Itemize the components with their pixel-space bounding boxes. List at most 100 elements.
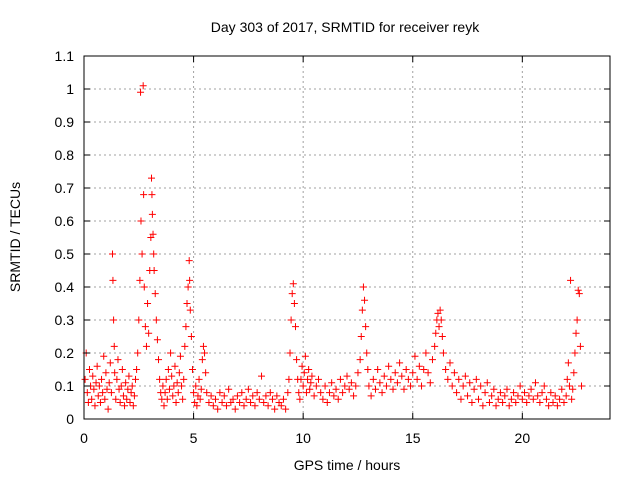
- data-point: [282, 405, 290, 413]
- data-point: [494, 395, 502, 403]
- data-point: [155, 356, 163, 364]
- data-point: [302, 389, 310, 397]
- data-point: [225, 385, 233, 393]
- data-point: [488, 392, 496, 400]
- data-point: [152, 316, 160, 324]
- y-tick-label: 0.3: [55, 312, 75, 328]
- data-point: [297, 375, 305, 383]
- data-point: [411, 352, 419, 360]
- data-point: [140, 191, 148, 199]
- data-point: [85, 366, 93, 373]
- data-point: [184, 283, 192, 291]
- data-point: [81, 375, 89, 383]
- data-point: [84, 399, 92, 406]
- data-point: [162, 375, 170, 383]
- data-point: [202, 369, 210, 377]
- data-point: [140, 283, 148, 291]
- data-point: [369, 375, 377, 383]
- y-tick-label: 0.1: [55, 378, 75, 394]
- data-point: [464, 392, 472, 400]
- data-point: [358, 306, 366, 314]
- data-point: [350, 392, 358, 400]
- data-point: [385, 362, 393, 370]
- data-point: [198, 356, 206, 364]
- data-point: [317, 389, 325, 397]
- data-point: [122, 379, 130, 387]
- data-point: [99, 389, 107, 397]
- data-point: [137, 88, 145, 96]
- data-point: [558, 385, 566, 393]
- data-point: [376, 379, 384, 387]
- data-point: [277, 402, 285, 410]
- data-point: [299, 382, 307, 390]
- data-point: [514, 392, 522, 400]
- data-point: [151, 290, 159, 298]
- data-point: [156, 375, 164, 383]
- data-point: [163, 395, 171, 403]
- data-point: [110, 316, 118, 324]
- data-point: [523, 399, 531, 406]
- data-point: [148, 191, 156, 199]
- data-point: [545, 402, 553, 410]
- data-point: [167, 349, 175, 357]
- data-point: [365, 382, 373, 390]
- data-point: [286, 349, 294, 357]
- data-point: [578, 382, 586, 390]
- data-point: [161, 389, 169, 397]
- data-point: [132, 375, 140, 383]
- data-point: [437, 316, 445, 324]
- data-point: [296, 395, 304, 403]
- data-point: [199, 342, 207, 350]
- data-point: [201, 349, 209, 357]
- data-point: [492, 402, 500, 410]
- data-point: [111, 369, 119, 377]
- data-point: [148, 210, 156, 218]
- data-point: [203, 389, 211, 397]
- data-point: [247, 399, 255, 406]
- y-tick-label: 1.1: [55, 48, 75, 64]
- data-point: [571, 349, 579, 357]
- data-point: [88, 395, 96, 403]
- data-point: [291, 323, 299, 331]
- data-point: [116, 399, 124, 406]
- data-point: [108, 250, 116, 258]
- data-point: [409, 369, 417, 377]
- data-point: [233, 392, 241, 400]
- data-point: [94, 392, 102, 400]
- data-point: [298, 362, 306, 370]
- y-tick-label: 0.5: [55, 246, 75, 262]
- x-tick-labels: 0 5 10 15 20: [80, 430, 530, 446]
- data-point: [431, 342, 439, 350]
- y-tick-label: 0.7: [55, 180, 75, 196]
- data-point: [288, 290, 296, 298]
- data-point: [521, 389, 529, 397]
- data-point: [565, 382, 573, 390]
- data-point: [422, 349, 430, 357]
- data-point: [536, 399, 544, 406]
- data-point: [236, 399, 244, 406]
- data-point: [424, 369, 432, 377]
- data-point: [150, 267, 158, 274]
- data-point: [96, 399, 104, 406]
- data-point: [83, 389, 91, 397]
- data-point: [531, 379, 539, 387]
- data-point: [572, 329, 580, 337]
- data-point: [253, 389, 261, 397]
- data-point: [361, 296, 369, 304]
- data-point: [137, 217, 145, 225]
- data-point: [93, 362, 101, 370]
- data-point: [352, 382, 360, 390]
- data-point: [148, 174, 156, 182]
- data-point: [124, 385, 132, 393]
- data-point: [141, 323, 149, 331]
- data-point: [271, 405, 279, 413]
- y-tick-label: 0.8: [55, 147, 75, 163]
- data-point: [367, 392, 375, 400]
- data-point: [510, 389, 518, 397]
- data-point: [483, 379, 491, 387]
- data-point: [89, 372, 97, 380]
- data-point: [334, 395, 342, 403]
- data-point: [139, 82, 147, 90]
- chart-title: Day 303 of 2017, SRMTID for receiver rey…: [211, 19, 480, 35]
